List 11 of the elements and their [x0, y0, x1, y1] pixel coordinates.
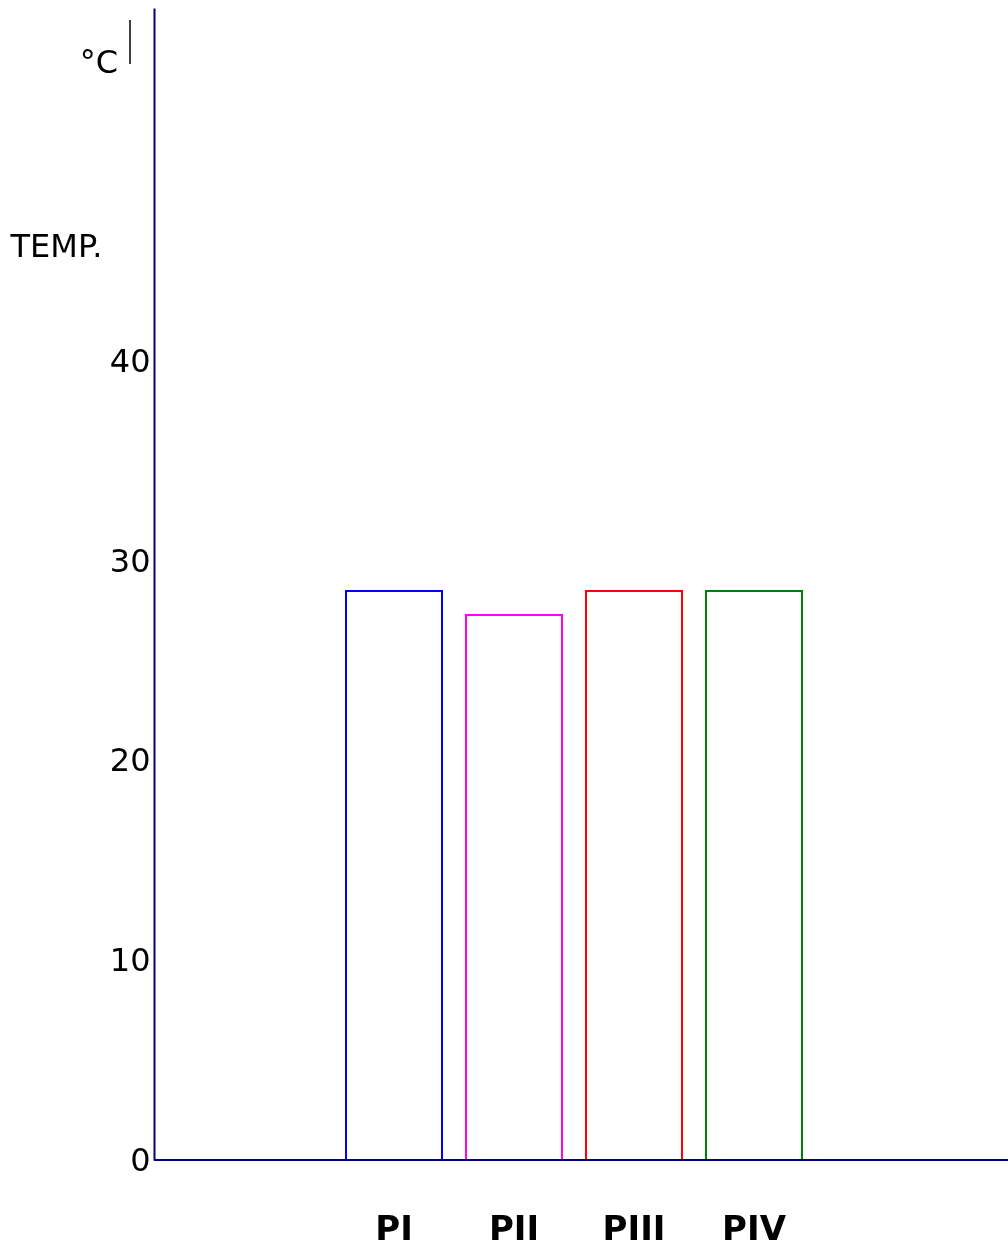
text: °C: [79, 43, 118, 81]
y-tick-label: 20: [109, 741, 151, 780]
x-tick-label: PI: [375, 1207, 413, 1248]
x-tick-label: PIII: [602, 1207, 666, 1248]
x-tick-label: PIV: [722, 1207, 787, 1248]
y-tick-label: 30: [109, 541, 151, 580]
y-tick-label: 0: [130, 1140, 151, 1179]
y-axis-title: TEMP.: [9, 226, 103, 265]
x-tick-label: PII: [488, 1207, 540, 1248]
y-tick-label: 10: [109, 940, 151, 979]
y-tick-label: 40: [109, 341, 151, 380]
